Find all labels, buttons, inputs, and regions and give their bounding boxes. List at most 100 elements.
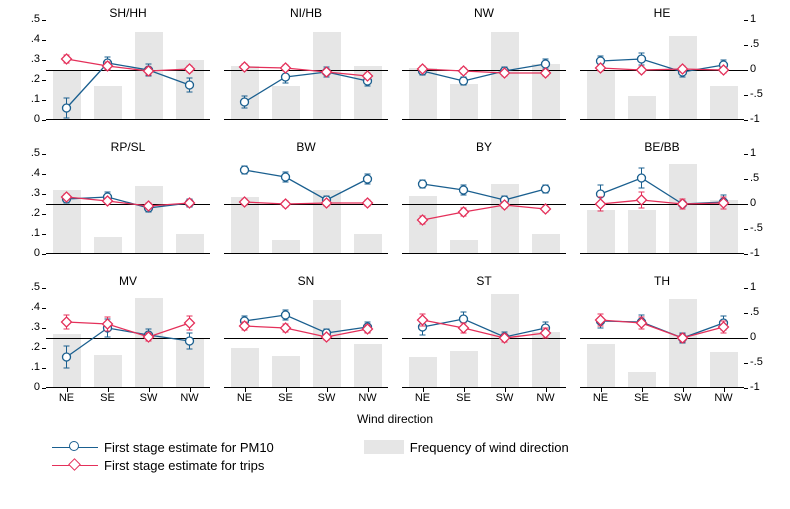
tickmark [286,388,287,392]
series-layer [46,20,210,120]
panel-nw: NW [402,20,566,120]
panel-ni-hb: NI/HB [224,20,388,120]
ytick-right: 1 [750,147,774,159]
tickmark [245,388,246,392]
xtick: NE [230,392,260,404]
panel-title: MV [46,274,210,288]
panel-title: BW [224,140,388,154]
tickmark [42,214,46,215]
ytick-right: 0 [750,63,774,75]
panel-bw: BW [224,154,388,254]
ytick-left: 0 [18,247,40,259]
tickmark [368,388,369,392]
tickmark [42,288,46,289]
ytick-left: .5 [18,13,40,25]
legend-label: First stage estimate for trips [104,458,264,473]
tickmark [505,388,506,392]
ytick-right: .5 [750,172,774,184]
ytick-right: 1 [750,13,774,25]
ytick-right: -1 [750,113,774,125]
tickmark [744,70,748,71]
ytick-right: .5 [750,38,774,50]
ytick-left: .5 [18,147,40,159]
tickmark [744,288,748,289]
tickmark [744,154,748,155]
series-layer [580,154,744,254]
x-axis-label: Wind direction [0,412,790,426]
ytick-left: .4 [18,167,40,179]
tickmark [108,388,109,392]
tickmark [744,313,748,314]
tickmark [744,204,748,205]
xtick: SW [490,392,520,404]
tickmark [42,154,46,155]
tickmark [42,174,46,175]
legend-label: Frequency of wind direction [410,440,569,455]
tickmark [423,388,424,392]
ytick-left: .2 [18,341,40,353]
panel-title: ST [402,274,566,288]
panel-th: TH [580,288,744,388]
tickmark [744,95,748,96]
ytick-right: 1 [750,281,774,293]
legend-trips: First stage estimate for trips [52,456,274,474]
legend: First stage estimate for PM10 First stage… [52,438,569,474]
panel-title: SN [224,274,388,288]
ytick-right: 0 [750,197,774,209]
xtick: SE [93,392,123,404]
ytick-left: .3 [18,187,40,199]
ytick-left: .1 [18,361,40,373]
panel-by: BY [402,154,566,254]
tickmark [744,254,748,255]
panel-title: HE [580,6,744,20]
ytick-left: .5 [18,281,40,293]
tickmark [42,348,46,349]
panel-be-bb: BE/BB [580,154,744,254]
ytick-right: .5 [750,306,774,318]
tickmark [744,20,748,21]
tickmark [42,60,46,61]
legend-freq: Frequency of wind direction [364,438,569,456]
ytick-right: -1 [750,247,774,259]
ytick-right: -.5 [750,356,774,368]
xtick: SE [271,392,301,404]
panel-sn: SN [224,288,388,388]
xtick: NE [586,392,616,404]
series-layer [224,288,388,388]
tickmark [744,388,748,389]
ytick-left: .4 [18,301,40,313]
tickmark [744,45,748,46]
tickmark [42,234,46,235]
xtick: SW [134,392,164,404]
xtick: SE [627,392,657,404]
tickmark [744,179,748,180]
series-layer [402,20,566,120]
xtick: SE [449,392,479,404]
tickmark [42,194,46,195]
panel-rp-sl: RP/SL [46,154,210,254]
ytick-left: 0 [18,381,40,393]
tickmark [42,40,46,41]
tickmark [42,20,46,21]
series-layer [402,154,566,254]
tickmark [42,368,46,369]
tickmark [149,388,150,392]
panel-title: BE/BB [580,140,744,154]
tickmark [744,229,748,230]
legend-label: First stage estimate for PM10 [104,440,274,455]
tickmark [642,388,643,392]
panel-sh-hh: SH/HH [46,20,210,120]
series-layer [46,154,210,254]
tickmark [683,388,684,392]
panel-title: SH/HH [46,6,210,20]
ytick-left: 0 [18,113,40,125]
ytick-left: .3 [18,53,40,65]
panel-title: BY [402,140,566,154]
tickmark [42,120,46,121]
tickmark [67,388,68,392]
ytick-right: -1 [750,381,774,393]
ytick-right: 0 [750,331,774,343]
tickmark [42,254,46,255]
series-layer [402,288,566,388]
tickmark [42,308,46,309]
